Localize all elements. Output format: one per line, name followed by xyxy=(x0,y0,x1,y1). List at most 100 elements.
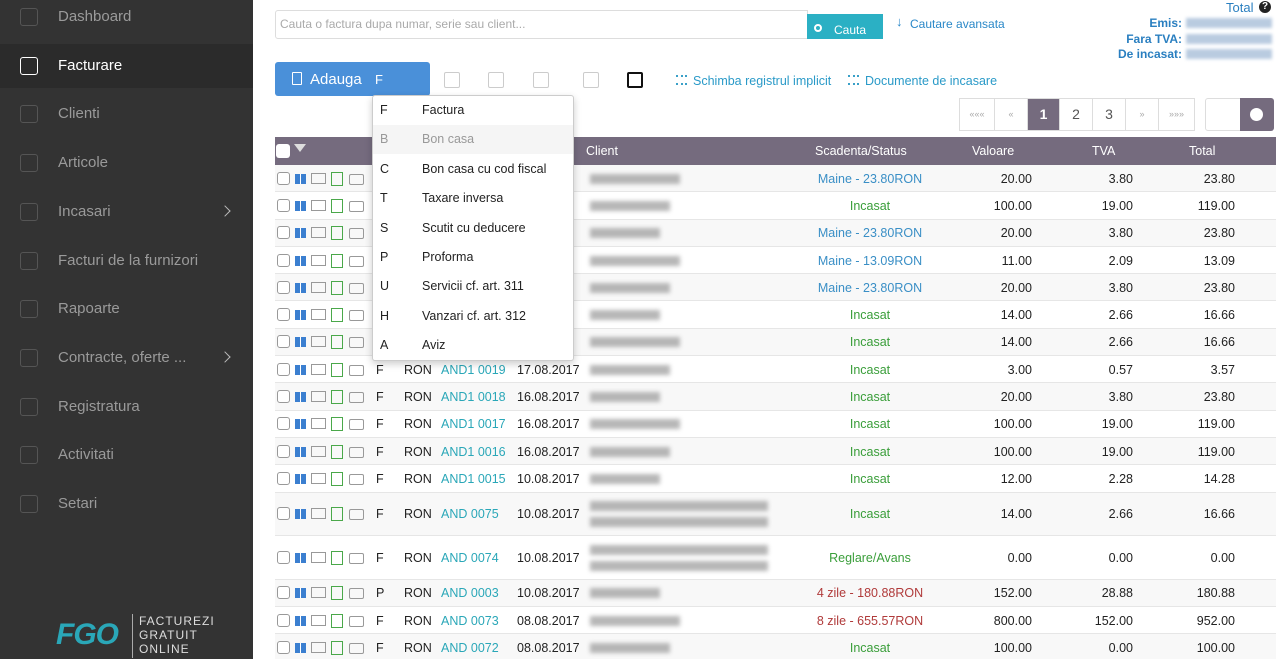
menu-item[interactable]: Registratura xyxy=(58,397,140,415)
row-icon-email[interactable] xyxy=(311,614,326,626)
menu-item[interactable]: Facturi de la furnizori xyxy=(58,251,199,269)
row-checkbox[interactable] xyxy=(277,362,290,376)
add-series[interactable]: F xyxy=(375,72,383,87)
toolbar-link[interactable]: Documente de incasare xyxy=(865,74,998,88)
page-button[interactable]: 2 xyxy=(1059,98,1093,131)
row-icon-email[interactable] xyxy=(311,551,326,563)
menu-item[interactable]: Clienti xyxy=(58,105,100,123)
row-number[interactable]: AND 0075 xyxy=(441,507,499,522)
row-icon-view[interactable] xyxy=(295,173,306,184)
page-button[interactable]: » xyxy=(1125,98,1159,131)
row-icon-doc[interactable] xyxy=(331,390,343,405)
row-checkbox[interactable] xyxy=(277,613,290,627)
dropdown-key[interactable]: C xyxy=(380,161,390,176)
dropdown-item[interactable]: Taxare inversa xyxy=(422,191,504,206)
row-icon-print[interactable] xyxy=(349,615,364,627)
row-icon-doc[interactable] xyxy=(331,308,343,323)
row-icon-print[interactable] xyxy=(349,419,364,431)
row-icon-doc[interactable] xyxy=(331,335,343,350)
row-icon-doc[interactable] xyxy=(331,362,343,377)
row-icon-doc[interactable] xyxy=(331,198,343,213)
row-icon-print[interactable] xyxy=(349,282,364,294)
menu-item[interactable]: Articole xyxy=(58,154,109,172)
row-icon-doc[interactable] xyxy=(331,171,343,186)
row-icon-email[interactable] xyxy=(311,418,326,430)
dropdown-key[interactable]: U xyxy=(380,279,390,294)
row-icon-email[interactable] xyxy=(311,172,326,184)
menu-item[interactable]: Setari xyxy=(58,495,98,512)
page-button[interactable]: ««« xyxy=(959,98,995,131)
row-icon-email[interactable] xyxy=(311,281,326,293)
row-number[interactable]: AND1 0018 xyxy=(441,390,506,405)
row-icon-doc[interactable] xyxy=(331,280,343,295)
dropdown-key[interactable]: T xyxy=(380,191,388,206)
row-number[interactable]: AND1 0017 xyxy=(441,417,506,432)
row-checkbox[interactable] xyxy=(277,471,290,485)
row-icon-doc[interactable] xyxy=(331,550,343,565)
row-icon-print[interactable] xyxy=(349,473,364,485)
row-checkbox[interactable] xyxy=(277,308,290,322)
row-icon-email[interactable] xyxy=(311,254,326,266)
menu-item[interactable]: Incasari xyxy=(58,202,111,220)
row-checkbox[interactable] xyxy=(277,550,290,564)
toolbar-link[interactable]: Schimba registrul implicit xyxy=(693,74,832,88)
row-icon-print[interactable] xyxy=(349,552,364,564)
menu-item[interactable]: Activitati xyxy=(58,446,114,464)
row-checkbox[interactable] xyxy=(277,253,290,267)
row-checkbox[interactable] xyxy=(277,417,290,431)
row-icon-print[interactable] xyxy=(349,173,364,185)
row-checkbox[interactable] xyxy=(277,640,290,654)
row-icon-print[interactable] xyxy=(349,509,364,521)
row-icon-doc[interactable] xyxy=(331,444,343,459)
advanced-search[interactable]: Cautare avansata xyxy=(910,17,1005,31)
row-icon-email[interactable] xyxy=(311,199,326,211)
row-checkbox[interactable] xyxy=(277,586,290,600)
row-icon-doc[interactable] xyxy=(331,613,343,628)
row-icon-print[interactable] xyxy=(349,200,364,212)
page-input[interactable] xyxy=(1205,98,1241,131)
dropdown-item[interactable]: Scutit cu deducere xyxy=(422,220,526,235)
row-icon-view[interactable] xyxy=(295,228,306,239)
row-icon-print[interactable] xyxy=(349,588,364,600)
row-icon-doc[interactable] xyxy=(331,586,343,601)
dropdown-item[interactable]: Proforma xyxy=(422,250,474,264)
row-checkbox[interactable] xyxy=(277,444,290,458)
row-number[interactable]: AND1 0016 xyxy=(441,444,506,459)
row-icon-view[interactable] xyxy=(295,588,306,599)
row-number[interactable]: AND1 0015 xyxy=(441,471,506,486)
row-icon-email[interactable] xyxy=(311,587,326,599)
row-icon-view[interactable] xyxy=(295,419,306,430)
row-icon-email[interactable] xyxy=(311,309,326,321)
row-icon-email[interactable] xyxy=(311,445,326,457)
dropdown-item[interactable]: Servicii cf. art. 311 xyxy=(422,279,524,294)
row-icon-doc[interactable] xyxy=(331,253,343,268)
row-number[interactable]: AND 0074 xyxy=(441,550,499,565)
row-icon-print[interactable] xyxy=(349,364,364,376)
row-icon-view[interactable] xyxy=(295,337,306,348)
header-checkbox[interactable] xyxy=(276,144,290,158)
row-number[interactable]: AND1 0019 xyxy=(441,362,506,377)
row-checkbox[interactable] xyxy=(277,226,290,240)
row-icon-email[interactable] xyxy=(311,227,326,239)
page-button[interactable]: »»» xyxy=(1158,98,1195,131)
page-button[interactable]: « xyxy=(994,98,1028,131)
dropdown-item[interactable]: Bon casa cu cod fiscal xyxy=(422,161,547,176)
row-checkbox[interactable] xyxy=(277,335,290,349)
row-icon-email[interactable] xyxy=(311,641,326,653)
row-icon-doc[interactable] xyxy=(331,226,343,241)
dropdown-key[interactable]: S xyxy=(380,220,389,235)
row-icon-email[interactable] xyxy=(311,472,326,484)
row-icon-email[interactable] xyxy=(311,391,326,403)
add-label[interactable]: Adauga xyxy=(310,71,362,88)
row-icon-view[interactable] xyxy=(295,282,306,293)
row-icon-doc[interactable] xyxy=(331,471,343,486)
dropdown-item[interactable]: Vanzari cf. art. 312 xyxy=(422,308,526,323)
page-button[interactable]: 3 xyxy=(1092,98,1126,131)
add-button[interactable] xyxy=(275,62,430,96)
dropdown-key[interactable]: F xyxy=(380,103,388,117)
row-checkbox[interactable] xyxy=(277,171,290,185)
row-icon-print[interactable] xyxy=(349,446,364,458)
row-icon-print[interactable] xyxy=(349,392,364,404)
row-icon-view[interactable] xyxy=(295,509,306,520)
row-icon-doc[interactable] xyxy=(331,507,343,522)
